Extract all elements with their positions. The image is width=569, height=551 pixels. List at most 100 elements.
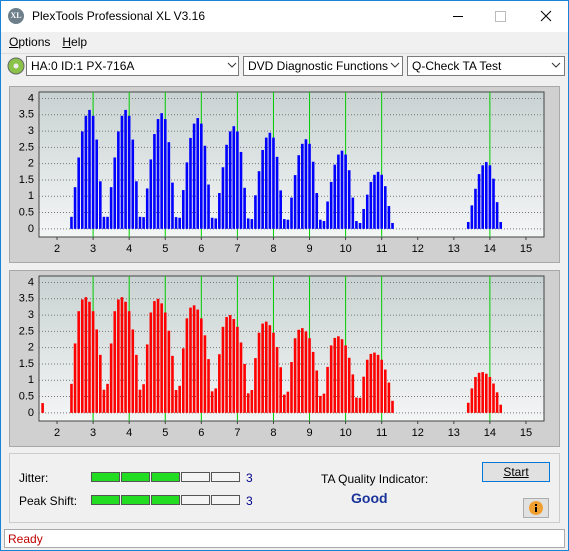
bar: [301, 143, 304, 229]
bar: [272, 137, 275, 229]
drive-icon: [7, 57, 25, 75]
y-tick-label: 4: [28, 276, 34, 288]
bar: [243, 363, 246, 413]
bar: [174, 217, 178, 229]
x-tick-label: 14: [484, 427, 496, 439]
bar: [88, 109, 91, 229]
bar: [250, 219, 254, 229]
x-tick-label: 3: [90, 243, 96, 255]
bar: [369, 353, 373, 413]
y-tick-label: 0.5: [19, 206, 34, 218]
bar: [218, 193, 221, 229]
bar: [322, 393, 326, 413]
x-tick-label: 12: [412, 243, 424, 255]
dropdown-arrow: [227, 62, 237, 68]
bar: [261, 323, 264, 413]
bar: [311, 351, 315, 413]
bar: [189, 137, 192, 229]
bar: [149, 312, 153, 413]
bar: [254, 195, 257, 229]
function-select[interactable]: DVD Diagnostic Functions: [243, 56, 403, 76]
test-select[interactable]: Q-Check TA Test: [407, 56, 565, 76]
bar: [91, 311, 95, 413]
bar: [495, 392, 499, 413]
meter-segment: [121, 472, 150, 482]
bar: [322, 221, 326, 229]
bar: [200, 123, 203, 229]
y-tick-label: 0: [28, 407, 34, 419]
bar: [344, 345, 347, 413]
x-tick-label: 6: [198, 427, 204, 439]
x-tick-label: 11: [376, 243, 387, 255]
bar: [196, 309, 200, 413]
x-tick-label: 9: [306, 243, 312, 255]
function-text: DVD Diagnostic Functions: [248, 59, 389, 73]
bar: [301, 328, 304, 413]
menu-help[interactable]: Help: [62, 35, 88, 49]
bar: [344, 154, 347, 229]
results-panel: [9, 453, 560, 523]
bar: [167, 330, 171, 413]
x-tick-label: 5: [162, 243, 168, 255]
drive-text: HA:0 ID:1 PX-716A: [31, 59, 135, 73]
x-tick-label: 13: [448, 427, 460, 439]
meter-segment: [151, 495, 180, 505]
bar: [88, 301, 91, 413]
bar: [127, 311, 131, 413]
bar: [499, 404, 503, 413]
bar: [102, 216, 106, 229]
bar: [210, 217, 214, 229]
bar: [297, 329, 301, 413]
y-tick-label: 1.5: [19, 174, 34, 186]
quality-label: TA Quality Indicator:: [321, 472, 429, 486]
bar: [239, 342, 243, 413]
test-text: Q-Check TA Test: [412, 59, 502, 73]
window-controls[interactable]: [441, 1, 568, 32]
maximize[interactable]: [495, 11, 506, 22]
y-tick-label: 2.5: [19, 141, 34, 153]
x-tick-label: 12: [412, 427, 424, 439]
bar: [145, 188, 149, 229]
bar: [369, 181, 373, 229]
y-tick-label: 1.5: [19, 358, 34, 370]
drive-select[interactable]: HA:0 ID:1 PX-716A: [26, 56, 239, 76]
bar: [160, 113, 163, 229]
bar: [365, 359, 369, 413]
bar: [355, 221, 358, 229]
bar: [163, 312, 167, 413]
bar: [142, 384, 145, 413]
bar: [221, 326, 225, 413]
bar: [124, 109, 127, 229]
bar: [391, 400, 394, 413]
bar: [145, 344, 149, 413]
bar: [308, 143, 311, 229]
bar: [373, 174, 376, 229]
x-tick-label: 6: [198, 243, 204, 255]
bar: [149, 159, 153, 229]
info-button[interactable]: [523, 498, 549, 518]
bar: [113, 311, 117, 413]
bar: [70, 383, 73, 413]
bar: [315, 370, 319, 413]
start-button[interactable]: Start: [482, 462, 550, 482]
bar: [80, 299, 84, 413]
bar: [225, 144, 228, 229]
bar: [84, 297, 88, 413]
bar: [178, 217, 181, 229]
bar: [337, 154, 340, 229]
bar: [268, 132, 272, 229]
bar: [239, 151, 243, 229]
bar: [477, 372, 481, 413]
bar: [171, 182, 174, 229]
status-text: Ready: [8, 532, 43, 546]
app-icon: XL: [8, 8, 24, 24]
close[interactable]: [540, 10, 552, 22]
meter-segment: [211, 472, 240, 482]
bar: [174, 390, 178, 413]
bar: [380, 359, 383, 413]
y-tick-label: 3: [28, 125, 34, 137]
bar: [113, 157, 117, 229]
peak-shift-value: 3: [246, 494, 253, 508]
menu-options[interactable]: Options: [9, 35, 51, 49]
